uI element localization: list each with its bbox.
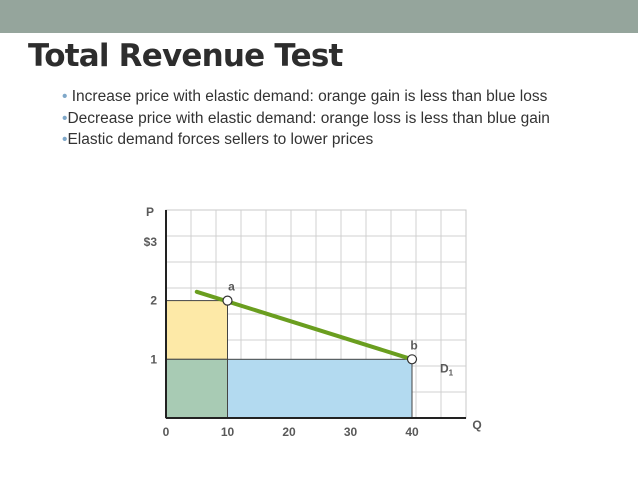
y-tick-label: 1 xyxy=(150,352,157,366)
demand-label: D1 xyxy=(440,361,454,377)
point-b-marker xyxy=(406,354,418,365)
bullet-dot: • xyxy=(62,88,68,105)
y-axis-title: P xyxy=(146,205,154,219)
bullet-text: Decrease price with elastic demand: oran… xyxy=(67,109,550,127)
bullet-item: •Decrease price with elastic demand: ora… xyxy=(62,108,612,130)
demand-label-subscript: 1 xyxy=(449,368,454,377)
x-tick-label-40: 40 xyxy=(405,425,419,439)
point-a-label: a xyxy=(228,280,235,294)
x-axis-title: Q xyxy=(472,418,481,432)
x-tick-label-30: 30 xyxy=(344,425,358,439)
top-band xyxy=(0,0,638,33)
slide-title: Total Revenue Test xyxy=(28,38,343,74)
demand-curve-line xyxy=(194,289,414,362)
bullet-item: •Elastic demand forces sellers to lower … xyxy=(62,129,612,151)
y-tick-label: $3 xyxy=(144,235,158,249)
overlap-revenue-area xyxy=(165,358,228,419)
point-a-marker xyxy=(222,295,233,306)
bullet-dot: • xyxy=(62,109,68,127)
y-tick-label: 2 xyxy=(150,294,157,308)
blue-revenue-area xyxy=(227,358,413,419)
bullet-dot: • xyxy=(62,131,68,148)
x-tick-label-0: 0 xyxy=(163,425,170,439)
x-tick-label-10: 10 xyxy=(221,425,235,439)
orange-revenue-area xyxy=(165,300,228,360)
bullet-list: • Increase price with elastic demand: or… xyxy=(62,86,612,151)
point-b-label: b xyxy=(410,338,417,352)
bullet-item: • Increase price with elastic demand: or… xyxy=(62,86,612,108)
demand-label-main: D xyxy=(440,361,449,375)
x-tick-label-20: 20 xyxy=(282,425,296,439)
bullet-text: Elastic demand forces sellers to lower p… xyxy=(67,131,374,148)
bullet-text: Increase price with elastic demand: oran… xyxy=(71,88,548,105)
